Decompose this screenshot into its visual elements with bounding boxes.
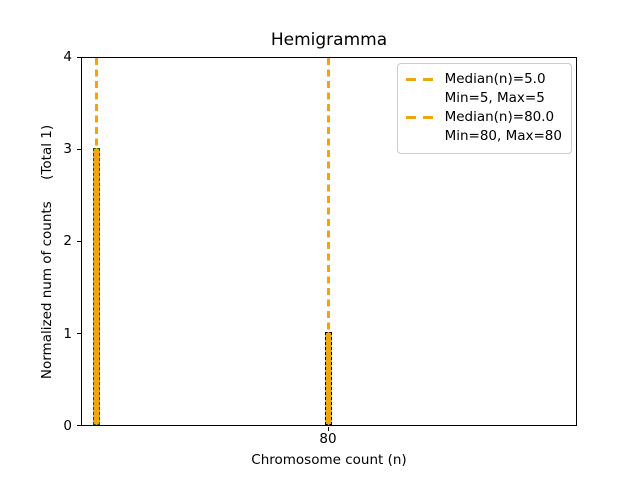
legend-sublabel-minmax-5: Min=5, Max=5	[444, 90, 545, 106]
legend-label-median-5: Median(n)=5.0	[444, 71, 546, 87]
plot-area: Median(n)=5.0 Min=5, Max=5 Median(n)=80.…	[81, 57, 577, 426]
dashed-line-swatch-icon	[405, 78, 433, 81]
y-tick-mark-1	[77, 333, 81, 335]
y-axis-label: Normalized num of counts (Total 1)	[39, 124, 55, 380]
y-tick-label-0: 0	[63, 418, 72, 434]
y-tick-mark-4	[77, 56, 81, 58]
median-line-n80	[326, 58, 330, 425]
y-tick-mark-0	[77, 425, 81, 426]
y-tick-mark-2	[77, 241, 81, 242]
y-tick-mark-3	[77, 148, 81, 150]
x-tick-mark-80	[327, 427, 329, 431]
legend-label-median-80: Median(n)=80.0	[444, 109, 555, 125]
dashed-line-swatch-icon	[405, 116, 433, 119]
x-tick-label-80: 80	[319, 431, 337, 447]
y-tick-label-2: 2	[63, 233, 72, 249]
legend-item-median-5: Median(n)=5.0 Min=5, Max=5	[405, 70, 562, 108]
y-tick-label-1: 1	[63, 326, 72, 342]
legend: Median(n)=5.0 Min=5, Max=5 Median(n)=80.…	[396, 63, 572, 154]
legend-sublabel-minmax-80: Min=80, Max=80	[444, 128, 562, 144]
median-line-n5	[94, 58, 98, 425]
chart-title: Hemigramma	[270, 30, 388, 50]
legend-item-median-80: Median(n)=80.0 Min=80, Max=80	[405, 108, 562, 146]
x-axis-label: Chromosome count (n)	[251, 452, 407, 468]
y-tick-label-3: 3	[63, 141, 72, 157]
y-tick-label-4: 4	[63, 49, 72, 65]
